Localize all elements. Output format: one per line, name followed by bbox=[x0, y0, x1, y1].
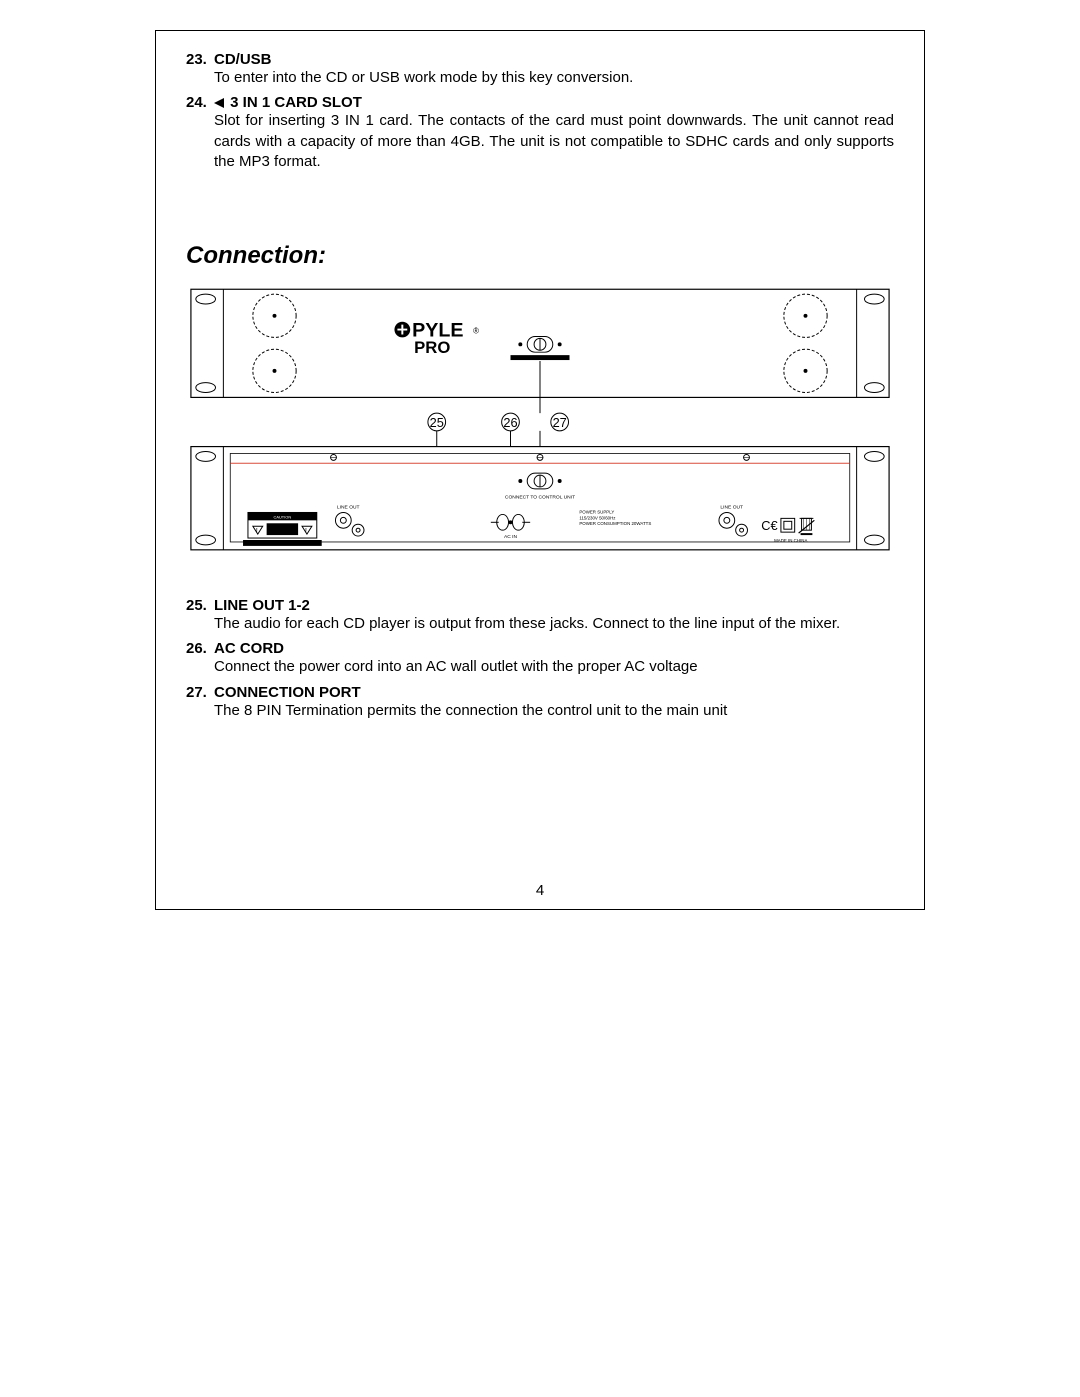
label-power-2: 115/230V 50/60Hz bbox=[579, 515, 615, 520]
item-title: LINE OUT 1-2 bbox=[214, 597, 310, 614]
top-item-list: 23. CD/USB To enter into the CD or USB w… bbox=[186, 51, 894, 172]
diagram-callouts: 25 26 27 bbox=[428, 413, 569, 431]
item-description: Slot for inserting 3 IN 1 card. The cont… bbox=[214, 111, 894, 172]
label-power-1: POWER SUPPLY bbox=[579, 509, 614, 514]
label-lineout-left: LINE OUT bbox=[337, 505, 360, 511]
callout-25: 25 bbox=[430, 415, 444, 430]
item-number: 23. bbox=[186, 51, 214, 68]
item-title: CONNECTION PORT bbox=[214, 684, 361, 701]
manual-page: 23. CD/USB To enter into the CD or USB w… bbox=[155, 30, 925, 910]
label-made-in: MADE IN CHINA bbox=[774, 538, 807, 543]
list-item: 23. CD/USB To enter into the CD or USB w… bbox=[186, 51, 894, 88]
label-power-3: POWER CONSUMPTION 20WATTS bbox=[579, 521, 651, 526]
svg-text:!: ! bbox=[256, 528, 258, 535]
section-title: Connection: bbox=[186, 242, 894, 270]
list-item: 26. AC CORD Connect the power cord into … bbox=[186, 640, 894, 677]
svg-text:CAUTION: CAUTION bbox=[274, 514, 292, 519]
list-item: 25. LINE OUT 1-2 The audio for each CD p… bbox=[186, 597, 894, 634]
list-item: 24. 3 IN 1 CARD SLOT Slot for inserting … bbox=[186, 94, 894, 172]
item-title-text: 3 IN 1 CARD SLOT bbox=[230, 94, 362, 111]
item-description: To enter into the CD or USB work mode by… bbox=[214, 68, 894, 88]
item-title: CD/USB bbox=[214, 51, 272, 68]
item-number: 25. bbox=[186, 597, 214, 614]
triangle-left-icon bbox=[214, 98, 224, 108]
svg-text:®: ® bbox=[473, 327, 479, 336]
main-unit-panel: CONNECT TO CONTROL UNIT LINE OUT LINE OU… bbox=[191, 447, 889, 550]
list-item: 27. CONNECTION PORT The 8 PIN Terminatio… bbox=[186, 684, 894, 721]
item-description: Connect the power cord into an AC wall o… bbox=[214, 657, 894, 677]
bottom-item-list: 25. LINE OUT 1-2 The audio for each CD p… bbox=[186, 597, 894, 721]
svg-text:!: ! bbox=[305, 528, 307, 535]
item-number: 27. bbox=[186, 684, 214, 701]
connection-diagram: PYLE ® PRO 25 26 27 bbox=[186, 282, 894, 562]
item-title: 3 IN 1 CARD SLOT bbox=[214, 94, 362, 111]
item-number: 26. bbox=[186, 640, 214, 657]
callout-26: 26 bbox=[503, 415, 517, 430]
item-description: The audio for each CD player is output f… bbox=[214, 614, 894, 634]
label-connect: CONNECT TO CONTROL UNIT bbox=[505, 495, 575, 501]
page-number: 4 bbox=[156, 882, 924, 899]
label-lineout-right: LINE OUT bbox=[720, 505, 743, 511]
svg-text:C€: C€ bbox=[761, 518, 777, 533]
brand-logo-bottom: PRO bbox=[414, 338, 450, 357]
label-acin: AC IN bbox=[504, 534, 518, 540]
callout-27: 27 bbox=[553, 415, 567, 430]
item-number: 24. bbox=[186, 94, 214, 111]
warning-label: CAUTION ! ! bbox=[243, 512, 322, 545]
item-title: AC CORD bbox=[214, 640, 284, 657]
item-description: The 8 PIN Termination permits the connec… bbox=[214, 701, 894, 721]
